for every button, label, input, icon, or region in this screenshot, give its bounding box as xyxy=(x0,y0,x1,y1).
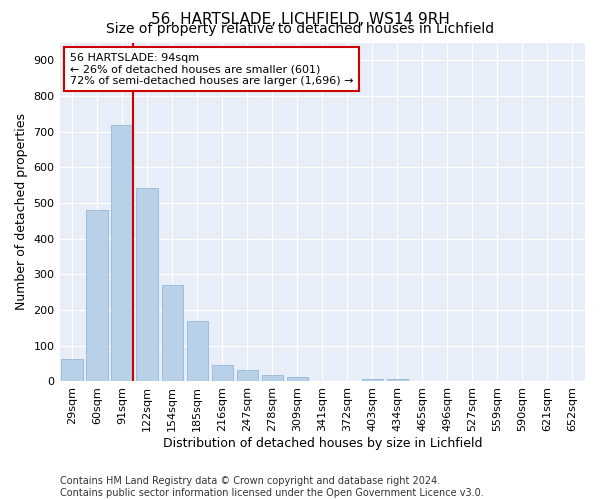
Bar xyxy=(236,370,258,382)
X-axis label: Distribution of detached houses by size in Lichfield: Distribution of detached houses by size … xyxy=(163,437,482,450)
Bar xyxy=(61,359,83,382)
Bar xyxy=(362,379,383,382)
Bar xyxy=(187,321,208,382)
Bar xyxy=(86,210,108,382)
Bar xyxy=(212,364,233,382)
Text: Size of property relative to detached houses in Lichfield: Size of property relative to detached ho… xyxy=(106,22,494,36)
Text: 56 HARTSLADE: 94sqm
← 26% of detached houses are smaller (601)
72% of semi-detac: 56 HARTSLADE: 94sqm ← 26% of detached ho… xyxy=(70,52,353,86)
Text: 56, HARTSLADE, LICHFIELD, WS14 9RH: 56, HARTSLADE, LICHFIELD, WS14 9RH xyxy=(151,12,449,28)
Bar xyxy=(136,188,158,382)
Bar xyxy=(112,124,133,382)
Bar xyxy=(287,377,308,382)
Bar xyxy=(161,285,183,382)
Y-axis label: Number of detached properties: Number of detached properties xyxy=(15,114,28,310)
Bar xyxy=(262,376,283,382)
Bar xyxy=(387,379,408,382)
Text: Contains HM Land Registry data © Crown copyright and database right 2024.
Contai: Contains HM Land Registry data © Crown c… xyxy=(60,476,484,498)
